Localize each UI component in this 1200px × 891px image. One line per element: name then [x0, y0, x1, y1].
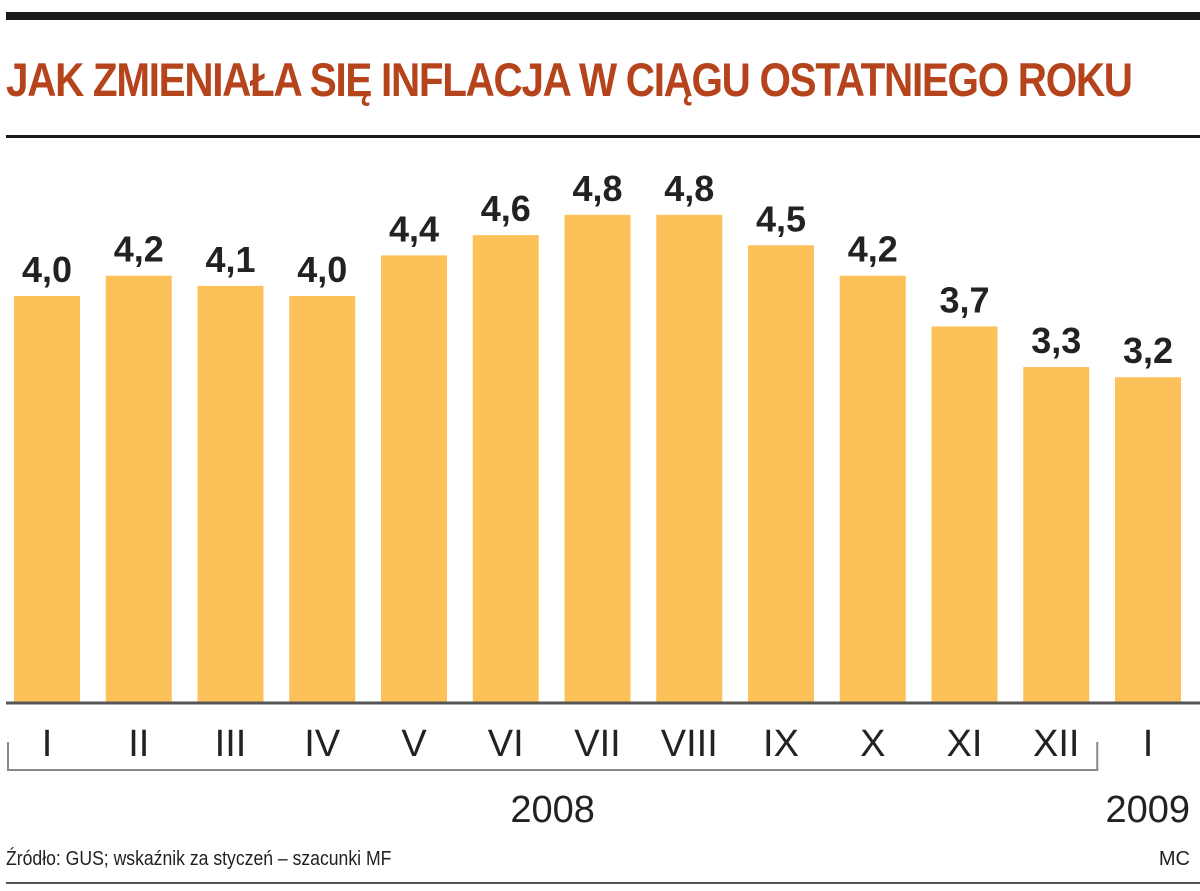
- value-label: 4,6: [481, 188, 531, 229]
- bar: [656, 214, 723, 703]
- value-label: 3,2: [1123, 330, 1173, 371]
- category-label: I: [42, 723, 53, 765]
- year-label: 2009: [1105, 789, 1190, 831]
- bar: [931, 326, 998, 702]
- source-note: Źródło: GUS; wskaźnik za styczeń – szacu…: [6, 848, 392, 870]
- category-label: IV: [304, 723, 341, 765]
- bar: [14, 296, 80, 702]
- value-label: 4,8: [664, 168, 714, 209]
- category-label: VIII: [661, 723, 718, 765]
- bar: [197, 285, 264, 702]
- category-label: V: [401, 723, 427, 765]
- category-label: XI: [947, 723, 983, 765]
- value-label: 3,7: [939, 279, 989, 320]
- author-credit: MC: [1158, 848, 1190, 870]
- category-label: VI: [488, 723, 524, 765]
- category-label: VII: [574, 723, 620, 765]
- bar: [105, 275, 172, 702]
- value-label: 4,1: [205, 239, 255, 280]
- category-label: II: [128, 723, 149, 765]
- value-label: 3,3: [1031, 320, 1081, 361]
- bar: [289, 296, 356, 702]
- category-label: XII: [1033, 723, 1079, 765]
- bar: [381, 255, 447, 702]
- value-label: 4,5: [756, 198, 806, 239]
- value-label: 4,8: [572, 168, 622, 209]
- year-label: 2008: [510, 789, 595, 831]
- value-label: 4,4: [389, 208, 439, 249]
- bar: [748, 245, 814, 702]
- bar: [564, 214, 631, 703]
- value-label: 4,0: [297, 249, 347, 290]
- category-label: IX: [763, 723, 799, 765]
- bar: [839, 275, 906, 702]
- category-label: X: [860, 723, 885, 765]
- bottom-rule: [6, 882, 1200, 884]
- year-bracket: [7, 742, 1099, 771]
- bar: [472, 235, 539, 702]
- bar: [1115, 377, 1181, 702]
- value-label: 4,2: [114, 229, 164, 270]
- title-rule: [6, 135, 1200, 138]
- value-label: 4,2: [848, 229, 898, 270]
- chart-title: JAK ZMIENIAŁA SIĘ INFLACJA W CIĄGU OSTAT…: [6, 53, 1133, 106]
- bar: [1023, 367, 1090, 702]
- value-label: 4,0: [22, 249, 72, 290]
- top-rule: [6, 12, 1200, 20]
- category-label: I: [1143, 723, 1154, 765]
- category-label: III: [215, 723, 247, 765]
